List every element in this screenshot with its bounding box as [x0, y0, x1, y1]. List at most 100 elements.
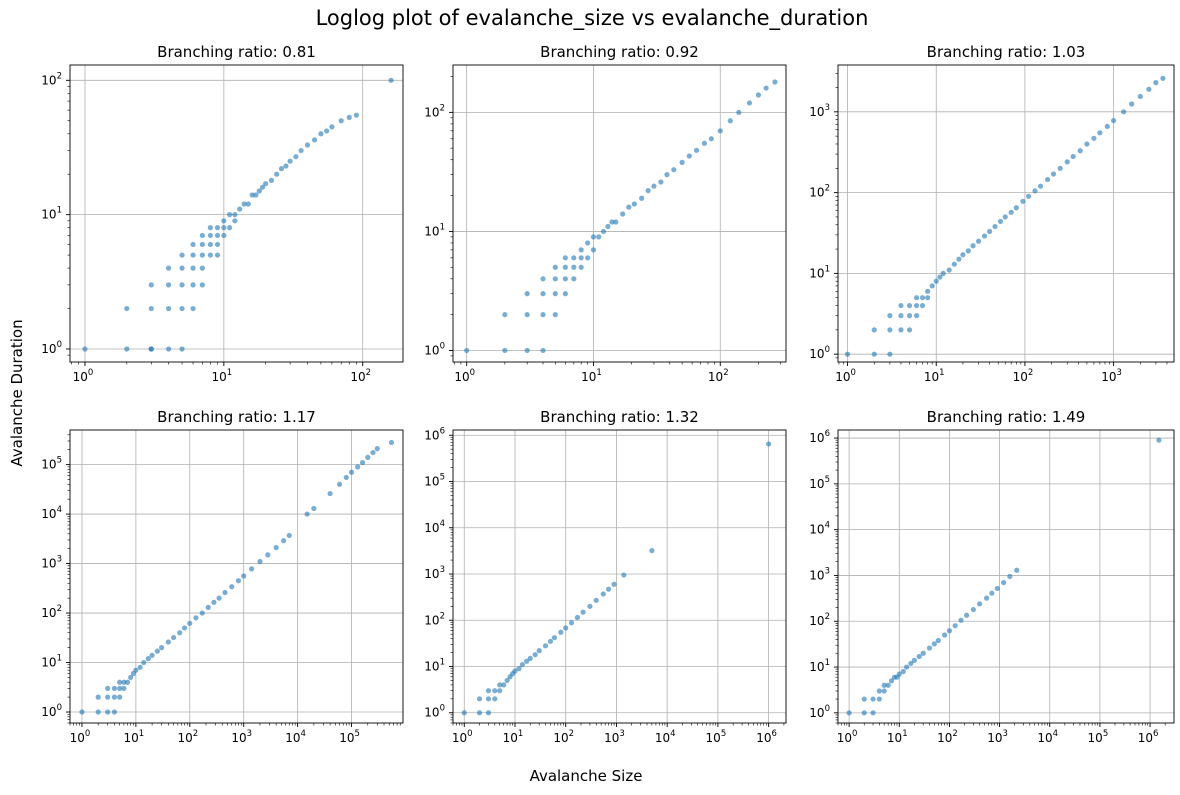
x-tick-label: 102 [937, 729, 958, 745]
scatter-point [906, 313, 913, 319]
scatter-point [898, 327, 904, 333]
scatter-point [199, 241, 205, 248]
x-tick-label: 101 [887, 729, 908, 745]
scatter-point [876, 688, 882, 694]
scatter-point [105, 709, 111, 715]
scatter-point [179, 346, 185, 352]
scatter-point [736, 109, 742, 115]
scatter-point [214, 241, 221, 248]
scatter-point [179, 252, 185, 258]
scatter-point [987, 228, 993, 235]
scatter-point [958, 617, 964, 623]
scatter-point [165, 346, 172, 352]
scatter-point [871, 327, 877, 333]
scatter-point [1156, 437, 1162, 443]
scatter-point [1160, 75, 1166, 81]
scatter-point [502, 312, 508, 318]
scatter-point [485, 696, 492, 702]
scatter-point [1057, 165, 1063, 171]
scatter-point [981, 233, 988, 239]
scatter-point [221, 232, 227, 239]
scatter-point [1037, 183, 1044, 189]
x-tick-label: 100 [454, 368, 475, 384]
scatter-point [1121, 109, 1127, 115]
scatter-point [861, 710, 867, 716]
scatter-point [887, 327, 893, 333]
scatter-point [95, 709, 101, 715]
scatter-point [964, 612, 970, 618]
subplot-6: Branching ratio: 1.49 100 101 102 103 104 105 1… [809, 408, 1175, 745]
scatter-point [359, 459, 366, 466]
scatter-point [568, 620, 575, 626]
x-tick-label: 103 [604, 729, 625, 745]
scatter-point [485, 710, 492, 716]
scatter-point [870, 696, 876, 702]
y-tick-label: 101 [424, 222, 445, 238]
x-tick-label: 102 [1013, 368, 1034, 384]
scatter-point [263, 181, 269, 187]
scatter-point [232, 218, 238, 224]
scatter-point [913, 302, 920, 309]
scatter-point [1020, 198, 1026, 204]
scatter-point [919, 302, 926, 309]
scatter-point [562, 255, 568, 261]
scatter-point [216, 595, 222, 601]
scatter-point [190, 282, 196, 288]
scatter-point [476, 696, 483, 702]
scatter-point [497, 688, 503, 694]
scatter-point [1110, 117, 1117, 124]
scatter-point [304, 142, 311, 148]
scatter-point [562, 276, 568, 282]
scatter-point [639, 195, 645, 201]
scatter-point [199, 265, 205, 271]
scatter-point [504, 677, 510, 684]
scatter-point [536, 648, 542, 654]
figure-suptitle: Loglog plot of evalanche_size vs evalanc… [316, 6, 869, 31]
scatter-point [346, 114, 352, 120]
scatter-point [870, 710, 876, 716]
scatter-point [1008, 209, 1014, 215]
scatter-point [898, 302, 904, 309]
x-tick-label: 101 [212, 368, 233, 384]
x-tick-label: 102 [708, 368, 729, 384]
scatter-point [117, 679, 123, 685]
scatter-point [199, 610, 205, 616]
scatter-point [179, 282, 185, 288]
scatter-point [693, 147, 700, 153]
scatter-point [965, 248, 971, 254]
subplot-3: Branching ratio: 1.03 100 101 102 103 100 101 1… [809, 43, 1175, 384]
scatter-point [585, 240, 591, 246]
scatter-point [516, 666, 522, 672]
scatter-point [1064, 159, 1070, 165]
scatter-point [658, 179, 664, 185]
scatter-point [190, 265, 196, 271]
y-tick-label: 105 [809, 475, 830, 491]
axes-frame [452, 429, 787, 724]
scatter-point [353, 112, 359, 118]
scatter-point [563, 625, 569, 631]
scatter-point [621, 572, 627, 578]
scatter-point [861, 696, 867, 702]
scatter-point [1097, 130, 1103, 136]
y-tick-label: 104 [809, 521, 830, 537]
scatter-point [111, 694, 118, 700]
scatter-point [983, 595, 990, 601]
scatter-point [1007, 573, 1013, 580]
scatter-point [327, 490, 333, 497]
scatter-point [906, 327, 913, 333]
scatter-point [571, 276, 577, 282]
scatter-point [1077, 148, 1083, 154]
scatter-point [512, 668, 518, 674]
scatter-point [165, 305, 172, 312]
scatter-point [355, 464, 361, 470]
scatter-point [935, 637, 941, 644]
axes-frame [837, 64, 1175, 363]
scatter-point [679, 159, 685, 165]
scatter-point [124, 679, 131, 685]
scatter-point [336, 481, 343, 487]
x-tick-label: 100 [70, 729, 91, 745]
scatter-point [900, 668, 906, 675]
scatter-point [265, 552, 271, 558]
scatter-point [374, 446, 380, 452]
scatter-point [686, 153, 692, 159]
